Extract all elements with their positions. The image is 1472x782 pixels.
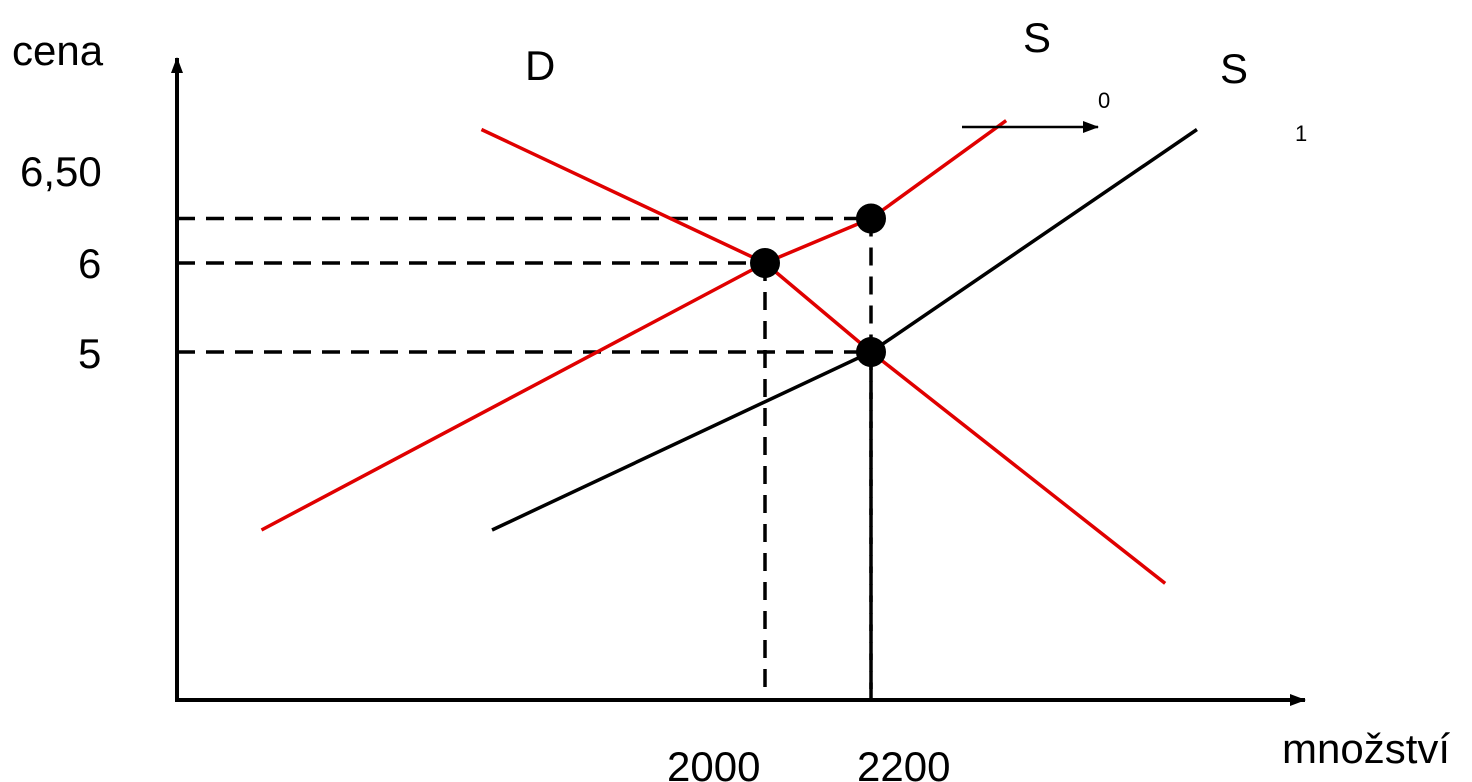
equilibrium-point — [750, 248, 780, 278]
demand-curve — [480, 127, 1167, 585]
equilibrium-point — [856, 337, 886, 367]
equilibrium-points — [750, 203, 886, 367]
x-axis-title: množství — [1282, 725, 1450, 772]
x-tick-label: 2000 — [667, 743, 760, 782]
supply1-subscript: 1 — [1295, 121, 1307, 146]
y-tick-label: 6,50 — [20, 148, 102, 195]
equilibrium-point — [856, 203, 886, 234]
x-tick-label: 2200 — [857, 743, 950, 782]
demand-curve-label: D — [525, 42, 555, 89]
supply0-curve — [260, 119, 1008, 532]
y-tick-label: 5 — [78, 330, 101, 377]
supply0-subscript: 0 — [1098, 88, 1110, 113]
y-axis-title: cena — [12, 27, 104, 74]
supply1-curve-label: S — [1220, 45, 1248, 92]
supply0-curve-label: S — [1023, 14, 1051, 61]
dashed-guides — [177, 216, 873, 700]
y-tick-label: 6 — [78, 240, 101, 287]
